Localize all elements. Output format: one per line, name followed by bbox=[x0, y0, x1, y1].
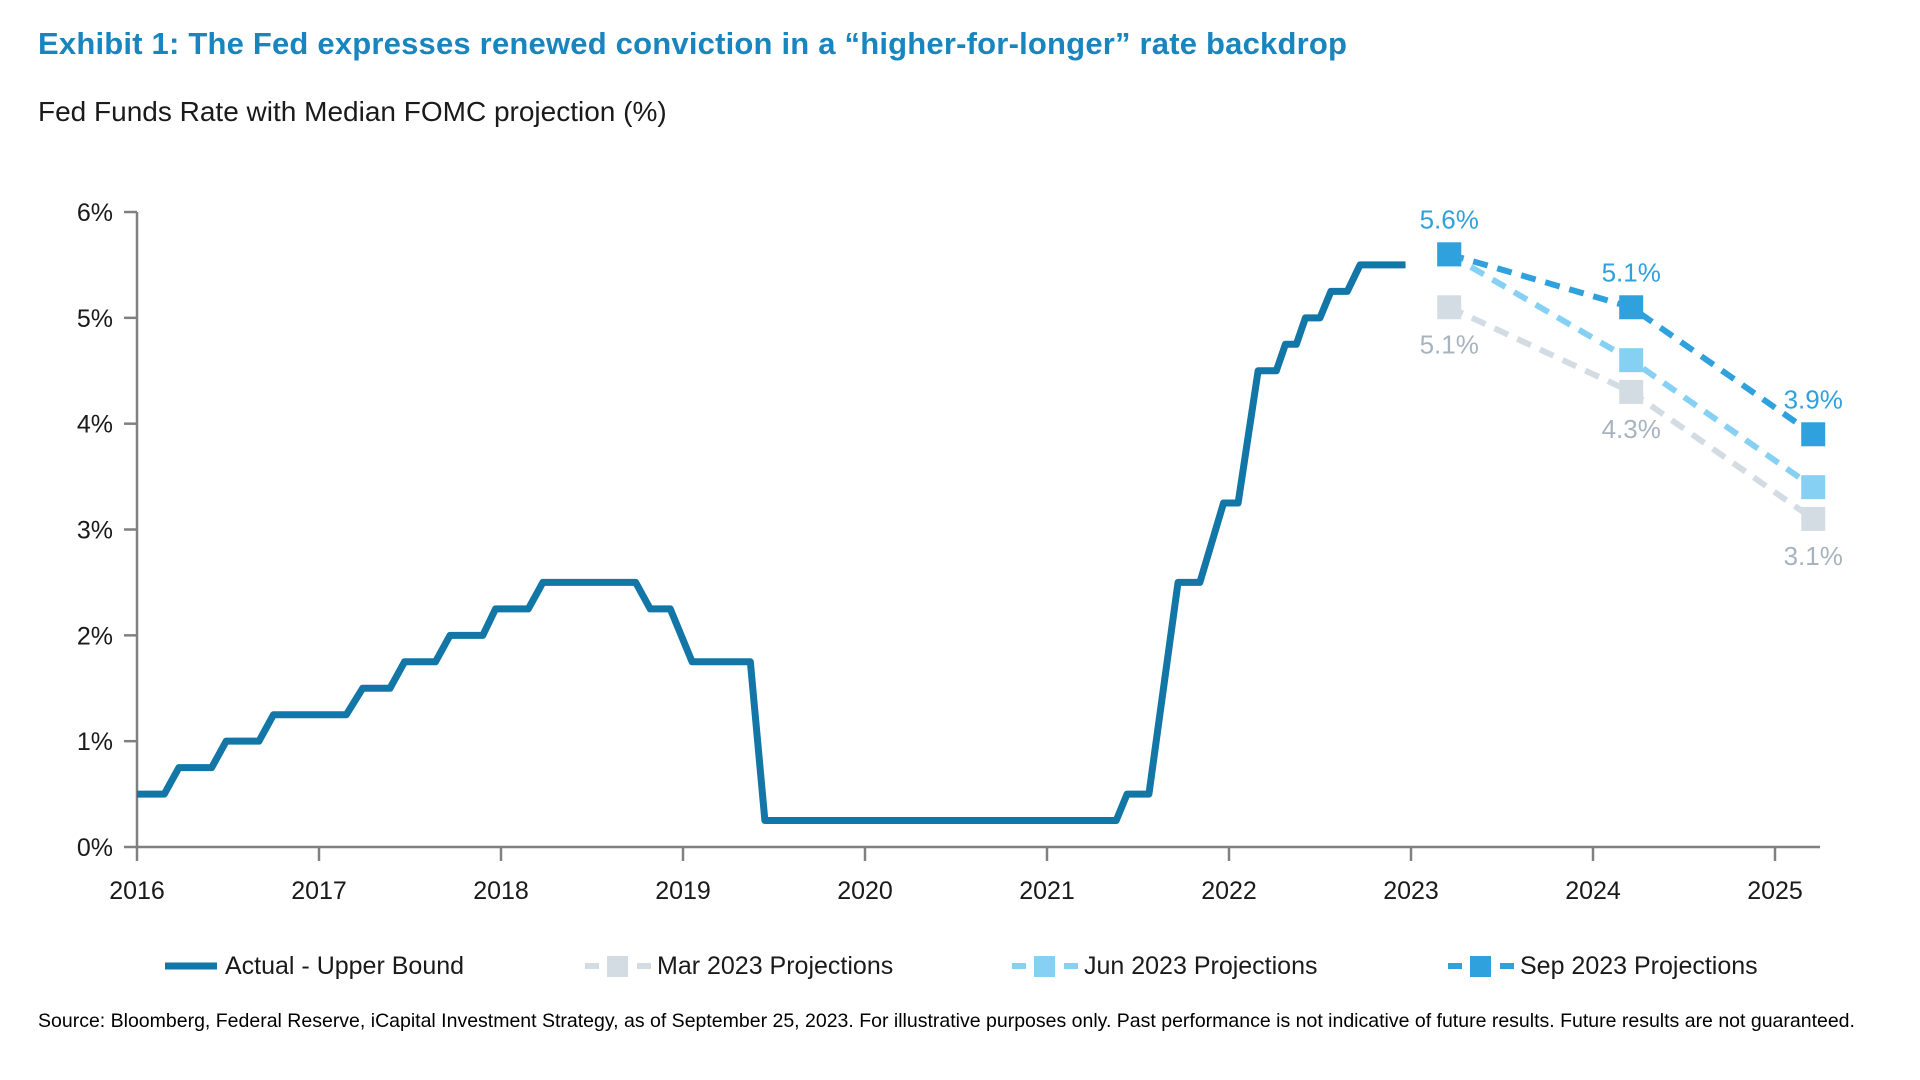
point-label: 5.6% bbox=[1420, 204, 1479, 234]
x-tick-label: 2019 bbox=[655, 877, 711, 905]
source-note: Source: Bloomberg, Federal Reserve, iCap… bbox=[38, 1010, 1855, 1032]
actual-line-swatch bbox=[163, 954, 219, 978]
y-tick-label: 6% bbox=[77, 199, 113, 227]
x-tick-label: 2022 bbox=[1201, 877, 1257, 905]
point-label: 3.1% bbox=[1784, 541, 1843, 571]
actual-line bbox=[137, 261, 1406, 825]
y-tick-label: 4% bbox=[77, 411, 113, 439]
x-tick-label: 2020 bbox=[837, 877, 893, 905]
legend-label-actual: Actual - Upper Bound bbox=[225, 951, 465, 980]
jun2023-marker-square bbox=[1801, 475, 1826, 500]
point-label: 5.1% bbox=[1602, 257, 1661, 287]
x-tick-label: 2016 bbox=[109, 877, 165, 905]
sep2023-marker-square bbox=[1801, 422, 1826, 447]
chart-legend: Actual - Upper Bound Mar 2023 Projection… bbox=[0, 946, 1920, 986]
legend-item-jun-2023: Jun 2023 Projections bbox=[1012, 946, 1317, 986]
x-tick-label: 2023 bbox=[1383, 877, 1439, 905]
chart-subtitle: Fed Funds Rate with Median FOMC projecti… bbox=[38, 96, 667, 127]
mar-projection-swatch bbox=[585, 954, 651, 978]
x-tick-label: 2018 bbox=[473, 877, 529, 905]
legend-label-mar-2023: Mar 2023 Projections bbox=[657, 951, 894, 980]
mar2023-marker-square bbox=[1801, 506, 1826, 531]
y-tick-label: 5% bbox=[77, 305, 113, 333]
jun2023-marker-square bbox=[1619, 348, 1644, 373]
legend-item-actual: Actual - Upper Bound bbox=[163, 946, 464, 986]
point-label: 5.1% bbox=[1420, 329, 1479, 359]
legend-item-sep-2023: Sep 2023 Projections bbox=[1448, 946, 1758, 986]
x-tick-label: 2017 bbox=[291, 877, 347, 905]
sep2023-marker-square bbox=[1437, 242, 1462, 267]
x-tick-label: 2024 bbox=[1565, 877, 1621, 905]
y-tick-label: 2% bbox=[77, 622, 113, 650]
exhibit-title: Exhibit 1: The Fed expresses renewed con… bbox=[38, 26, 1348, 61]
y-tick-label: 0% bbox=[77, 834, 113, 862]
x-tick-label: 2025 bbox=[1747, 877, 1803, 905]
y-tick-label: 3% bbox=[77, 517, 113, 545]
x-tick-label: 2021 bbox=[1019, 877, 1075, 905]
sep-projection-swatch bbox=[1448, 954, 1514, 978]
point-label: 4.3% bbox=[1602, 414, 1661, 444]
mar2023-marker-square bbox=[1619, 379, 1644, 404]
mar2023-marker-square bbox=[1437, 295, 1462, 320]
legend-label-sep-2023: Sep 2023 Projections bbox=[1520, 951, 1758, 980]
sep2023-marker-square bbox=[1619, 295, 1644, 320]
y-tick-label: 1% bbox=[77, 728, 113, 756]
legend-label-jun-2023: Jun 2023 Projections bbox=[1084, 951, 1318, 980]
point-label: 3.9% bbox=[1784, 384, 1843, 414]
legend-item-mar-2023: Mar 2023 Projections bbox=[585, 946, 893, 986]
jun-projection-swatch bbox=[1012, 954, 1078, 978]
